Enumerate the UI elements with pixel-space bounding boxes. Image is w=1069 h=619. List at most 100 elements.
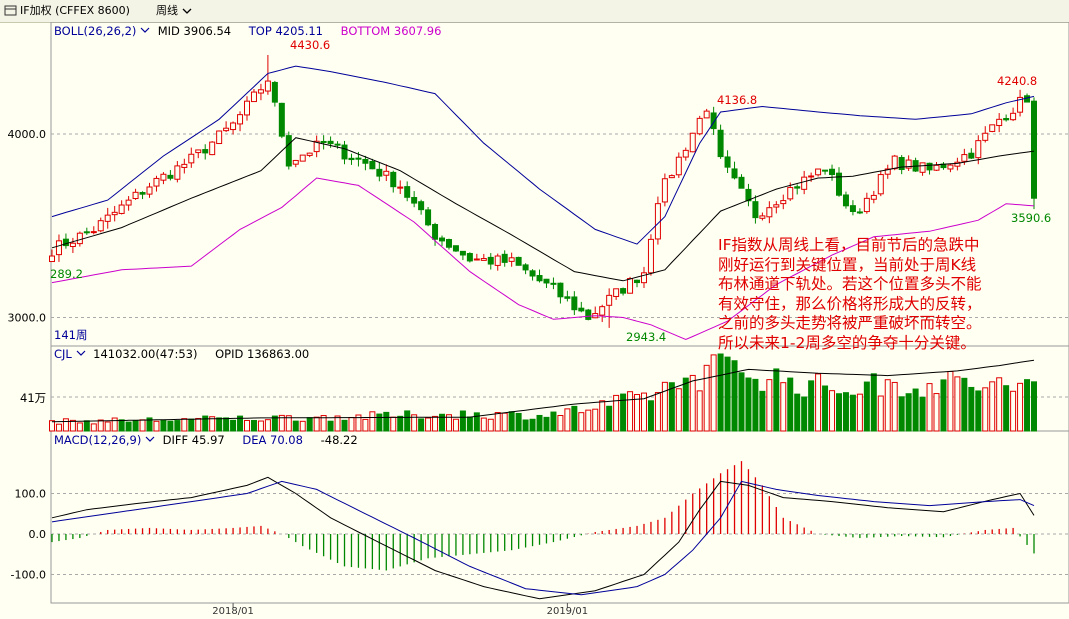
high-label-4136: 4136.8: [717, 93, 758, 107]
candle-body: [250, 91, 257, 103]
volume-bar: [647, 400, 654, 432]
volume-bar: [849, 394, 856, 432]
candle-body: [223, 127, 230, 132]
candle-body: [487, 256, 494, 265]
volume-bar: [181, 418, 188, 432]
volume-bar: [104, 421, 111, 432]
candle-body: [237, 114, 244, 125]
volume-bar: [661, 381, 668, 432]
left-edge-value: 289.2: [50, 267, 83, 281]
candle-body: [174, 165, 181, 180]
volume-bar: [432, 415, 439, 432]
volume-bar: [996, 377, 1003, 432]
candle-body: [188, 153, 195, 164]
candle-body: [452, 245, 459, 252]
commentary-line: IF指数从周线上看，目前节后的急跌中: [718, 236, 980, 254]
volume-bar: [898, 396, 905, 432]
candle-body: [835, 172, 842, 196]
volume-bar: [494, 412, 501, 432]
volume-bar: [397, 415, 404, 432]
commentary-line: 刚好运行到关键位置，当前处于周K线: [718, 255, 977, 274]
volume-bar: [606, 405, 613, 432]
candle-body: [585, 309, 592, 320]
candle-body: [682, 149, 689, 158]
volume-bar: [717, 353, 724, 432]
volume-label[interactable]: CJL: [54, 347, 72, 361]
candle-body: [787, 187, 794, 200]
candle-body: [696, 117, 703, 135]
volume-bar: [696, 390, 703, 432]
candle-body: [815, 168, 822, 176]
candle-body: [230, 122, 237, 131]
commentary-text: IF指数从周线上看，目前节后的急跌中 刚好运行到关键位置，当前处于周K线 布林通…: [718, 236, 1048, 353]
chevron-down-icon: [182, 8, 191, 14]
volume-bar: [237, 415, 244, 432]
candle-body: [404, 186, 411, 198]
candle-body: [975, 140, 982, 159]
volume-bar: [425, 417, 432, 432]
volume-bar: [244, 419, 251, 432]
period-selector[interactable]: 周线: [156, 0, 192, 22]
volume-bar: [585, 409, 592, 432]
price-tick-label: 3000.0: [8, 312, 47, 325]
candle-body: [494, 255, 501, 266]
macd-tick-label: 0.0: [29, 528, 47, 541]
candle-body: [808, 175, 815, 178]
candle-body: [390, 171, 397, 188]
candle-body: [292, 159, 299, 165]
candle-body: [634, 279, 641, 284]
boll-label[interactable]: BOLL(26,26,2): [54, 24, 137, 38]
candle-body: [55, 240, 62, 256]
volume-bar: [815, 373, 822, 432]
candle-body: [989, 124, 996, 132]
volume-bar: [919, 396, 926, 432]
chevron-down-icon[interactable]: [76, 349, 86, 358]
x-axis-label: 2018/01: [212, 606, 254, 617]
volume-bar: [982, 387, 989, 432]
volume-bar: [480, 417, 487, 432]
volume-bar: [571, 405, 578, 432]
volume-bar: [209, 416, 216, 432]
volume-bar: [466, 416, 473, 432]
candle-body: [195, 149, 202, 154]
volume-bar: [445, 414, 452, 432]
chevron-down-icon[interactable]: [145, 435, 155, 444]
volume-bar: [529, 418, 536, 432]
candle-body: [83, 231, 90, 234]
volume-bar: [654, 392, 661, 432]
volume-bar: [933, 393, 940, 432]
volume-bar: [418, 418, 425, 432]
volume-bar: [341, 419, 348, 432]
candle-body: [752, 201, 759, 219]
boll-top-value: TOP 4205.11: [248, 24, 324, 38]
volume-bar: [773, 368, 780, 432]
volume-bar: [515, 412, 522, 432]
volume-bar: [90, 423, 97, 432]
candle-body: [780, 200, 787, 205]
candle-body: [1031, 100, 1037, 199]
candle-body: [829, 168, 836, 176]
window-icon[interactable]: [4, 0, 18, 22]
chevron-down-icon[interactable]: [140, 26, 150, 35]
volume-bar: [369, 411, 376, 432]
volume-bar: [1024, 379, 1031, 432]
volume-bar: [188, 418, 195, 432]
volume-bar: [961, 377, 968, 432]
chart-canvas[interactable]: 3000.0 4000.0 100.0 0.0 -100.0 2018/01 2019/01: [0, 22, 1069, 619]
volume-bar: [794, 393, 801, 432]
candle-body: [947, 164, 954, 170]
candle-body: [397, 186, 404, 189]
volume-bar: [167, 420, 174, 432]
candle-body: [933, 164, 940, 171]
candle-body: [49, 255, 55, 263]
candle-body: [536, 275, 543, 282]
macd-label[interactable]: MACD(12,26,9): [54, 433, 142, 447]
candle-body: [327, 140, 334, 145]
candle-body: [759, 215, 766, 219]
volume-bar: [863, 381, 870, 432]
volume-bar: [174, 420, 181, 432]
candle-body: [445, 239, 452, 248]
volume-bar: [954, 376, 961, 432]
instrument-title[interactable]: IF加权 (CFFEX 8600): [20, 4, 130, 17]
candle-body: [968, 152, 975, 159]
